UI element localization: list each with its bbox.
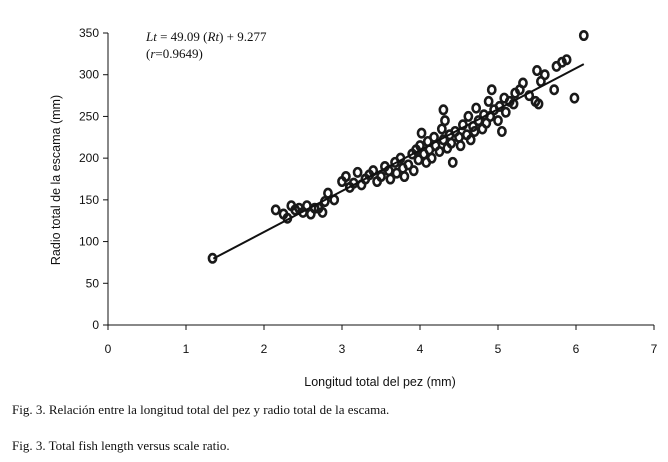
equation-line-1: Lt = 49.09 (Rt) + 9.277 xyxy=(145,29,267,44)
data-point xyxy=(500,106,511,118)
x-tick-label: 3 xyxy=(339,342,346,356)
x-tick-label: 7 xyxy=(651,342,658,356)
data-point xyxy=(471,102,482,114)
scatter-chart: 0 50 100 150 200 250 300 350 0 1 2 3 4 5 6 7 Radio tota… xyxy=(49,26,658,389)
data-point xyxy=(440,115,450,127)
data-point xyxy=(518,77,528,89)
data-point xyxy=(408,165,419,177)
y-axis-title: Radio total de la escama (mm) xyxy=(49,95,63,265)
x-tick-label: 0 xyxy=(105,342,112,356)
y-tick-label: 250 xyxy=(79,109,99,123)
data-point xyxy=(496,125,507,137)
x-tick-label: 2 xyxy=(261,342,268,356)
y-tick-label: 50 xyxy=(86,276,100,290)
data-point xyxy=(578,30,589,42)
data-point xyxy=(549,84,560,96)
data-point xyxy=(532,65,542,77)
x-tick-label: 1 xyxy=(183,342,190,356)
data-point xyxy=(533,98,544,110)
y-tick-label: 0 xyxy=(92,318,99,332)
data-point xyxy=(561,54,572,66)
data-point xyxy=(270,204,281,216)
y-tick-label: 150 xyxy=(79,193,99,207)
data-point xyxy=(352,166,363,178)
data-point xyxy=(340,170,351,182)
x-tick-label: 5 xyxy=(495,342,502,356)
data-points xyxy=(207,30,589,264)
data-point xyxy=(416,127,427,139)
data-point xyxy=(403,159,414,171)
data-point xyxy=(493,115,503,127)
data-point xyxy=(569,92,580,104)
data-point xyxy=(483,95,494,107)
data-point xyxy=(438,104,449,116)
data-point xyxy=(399,170,410,182)
data-point xyxy=(447,156,458,168)
data-point xyxy=(463,110,474,122)
regression-line-group xyxy=(212,63,585,260)
axes xyxy=(107,33,654,326)
data-point xyxy=(434,145,445,157)
data-point xyxy=(376,170,386,182)
ticks: 0 50 100 150 200 250 300 350 0 1 2 3 4 5 6 7 xyxy=(79,26,658,356)
data-point xyxy=(557,56,567,68)
data-point xyxy=(391,167,402,179)
data-point xyxy=(385,173,396,185)
regression-line xyxy=(212,63,585,260)
data-point xyxy=(465,134,476,146)
data-point xyxy=(486,84,497,96)
equation-line-2: (r=0.9649) xyxy=(146,46,203,61)
x-axis-title: Longitud total del pez (mm) xyxy=(304,375,455,389)
x-tick-label: 6 xyxy=(573,342,580,356)
y-tick-label: 100 xyxy=(79,235,99,249)
data-point xyxy=(317,206,328,218)
data-point xyxy=(446,137,457,149)
data-point xyxy=(426,152,437,164)
data-point xyxy=(539,69,550,81)
y-tick-label: 200 xyxy=(79,151,99,165)
y-tick-label: 350 xyxy=(79,26,99,40)
data-point xyxy=(455,140,466,152)
y-tick-label: 300 xyxy=(79,68,99,82)
caption-english: Fig. 3. Total fish length versus scale r… xyxy=(12,438,230,453)
x-tick-label: 4 xyxy=(417,342,424,356)
caption-spanish: Fig. 3. Relación entre la longitud total… xyxy=(12,402,390,417)
